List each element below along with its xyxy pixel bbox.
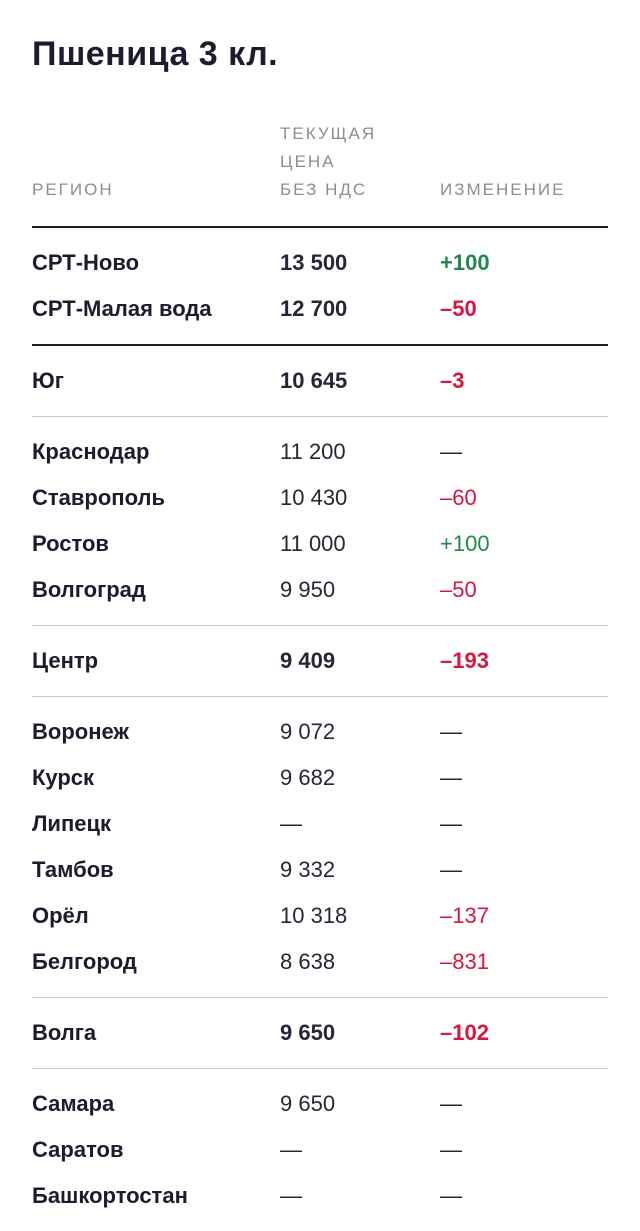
column-header-change: ИЗМЕНЕНИЕ <box>440 180 566 199</box>
price-cell: — <box>280 1183 302 1208</box>
price-cell: 9 332 <box>280 857 336 882</box>
row-group: Центр 9 409 –193 <box>32 625 608 696</box>
table-row: Башкортостан — — <box>32 1173 608 1219</box>
row-group: Самара 9 650 — Саратов — — Башкортостан — — <box>32 1068 608 1231</box>
price-cell: 9 682 <box>280 765 336 790</box>
table-row: СРТ-Ново 13 500 +100 <box>32 240 608 286</box>
price-cell: 9 650 <box>280 1020 336 1045</box>
table-header: РЕГИОН ТЕКУЩАЯ ЦЕНА БЕЗ НДС ИЗМЕНЕНИЕ <box>32 122 608 228</box>
change-cell: –50 <box>440 577 477 602</box>
table-row: Краснодар 11 200 — <box>32 429 608 475</box>
price-cell: 10 430 <box>280 485 348 510</box>
change-cell: — <box>440 719 462 744</box>
table-row: Волга 9 650 –102 <box>32 1010 608 1056</box>
table-row: Самара 9 650 — <box>32 1081 608 1127</box>
region-cell: Белгород <box>32 949 137 974</box>
change-cell: — <box>440 1137 462 1162</box>
region-cell: Юг <box>32 368 64 393</box>
table-row: Курск 9 682 — <box>32 755 608 801</box>
change-cell: — <box>440 857 462 882</box>
region-cell: СРТ-Ново <box>32 250 140 275</box>
table-row: Ставрополь 10 430 –60 <box>32 475 608 521</box>
region-cell: Воронеж <box>32 719 130 744</box>
change-cell: — <box>440 1091 462 1116</box>
row-group: Волга 9 650 –102 <box>32 997 608 1068</box>
region-cell: Курск <box>32 765 95 790</box>
table-row: Белгород 8 638 –831 <box>32 939 608 985</box>
region-cell: Волга <box>32 1020 97 1045</box>
price-cell: 8 638 <box>280 949 336 974</box>
table-body: СРТ-Ново 13 500 +100 СРТ-Малая вода 12 700 –5… <box>32 228 608 1231</box>
table-row: Волгоград 9 950 –50 <box>32 567 608 613</box>
table-row: Орёл 10 318 –137 <box>32 893 608 939</box>
change-cell: — <box>440 765 462 790</box>
region-cell: Башкортостан <box>32 1183 188 1208</box>
region-cell: Саратов <box>32 1137 124 1162</box>
region-cell: Самара <box>32 1091 115 1116</box>
price-cell: 11 200 <box>280 439 346 464</box>
region-cell: Ростов <box>32 531 109 556</box>
row-group: Воронеж 9 072 — Курск 9 682 — Липецк — — Тамбов 9 … <box>32 696 608 997</box>
change-cell: — <box>440 811 462 836</box>
region-cell: Ставрополь <box>32 485 165 510</box>
price-cell: 9 072 <box>280 719 336 744</box>
price-cell: 12 700 <box>280 296 348 321</box>
price-cell: — <box>280 1137 302 1162</box>
column-header-region: РЕГИОН <box>32 180 114 199</box>
table-row: Воронеж 9 072 — <box>32 709 608 755</box>
change-cell: +100 <box>440 531 490 556</box>
price-cell: 9 409 <box>280 648 336 673</box>
change-cell: –137 <box>440 903 489 928</box>
region-cell: Центр <box>32 648 99 673</box>
table-row: СРТ-Малая вода 12 700 –50 <box>32 286 608 332</box>
change-cell: — <box>440 1183 462 1208</box>
change-cell: –3 <box>440 368 465 393</box>
price-cell: 13 500 <box>280 250 348 275</box>
table-row: Тамбов 9 332 — <box>32 847 608 893</box>
page-title: Пшеница 3 кл. <box>32 35 279 73</box>
region-cell: Орёл <box>32 903 89 928</box>
change-cell: –102 <box>440 1020 489 1045</box>
price-cell: 9 650 <box>280 1091 336 1116</box>
region-cell: Волгоград <box>32 577 146 602</box>
row-group: Юг 10 645 –3 <box>32 344 608 416</box>
region-cell: Тамбов <box>32 857 114 882</box>
change-cell: –193 <box>440 648 489 673</box>
price-cell: 9 950 <box>280 577 336 602</box>
price-cell: 10 318 <box>280 903 348 928</box>
price-cell: — <box>280 811 302 836</box>
price-cell: 11 000 <box>280 531 346 556</box>
price-cell: 10 645 <box>280 368 348 393</box>
table-row: Липецк — — <box>32 801 608 847</box>
region-cell: СРТ-Малая вода <box>32 296 212 321</box>
change-cell: –60 <box>440 485 477 510</box>
table-row: Центр 9 409 –193 <box>32 638 608 684</box>
row-group: СРТ-Ново 13 500 +100 СРТ-Малая вода 12 700 –5… <box>32 228 608 344</box>
table-row: Саратов — — <box>32 1127 608 1173</box>
table-row: Юг 10 645 –3 <box>32 358 608 404</box>
change-cell: –831 <box>440 949 489 974</box>
change-cell: –50 <box>440 296 477 321</box>
region-cell: Липецк <box>32 811 112 836</box>
change-cell: +100 <box>440 250 490 275</box>
column-header-price: ТЕКУЩАЯ ЦЕНА БЕЗ НДС <box>280 124 377 199</box>
change-cell: — <box>440 439 462 464</box>
table-row: Ростов 11 000 +100 <box>32 521 608 567</box>
region-cell: Краснодар <box>32 439 150 464</box>
row-group: Краснодар 11 200 — Ставрополь 10 430 –60 Росто… <box>32 416 608 625</box>
